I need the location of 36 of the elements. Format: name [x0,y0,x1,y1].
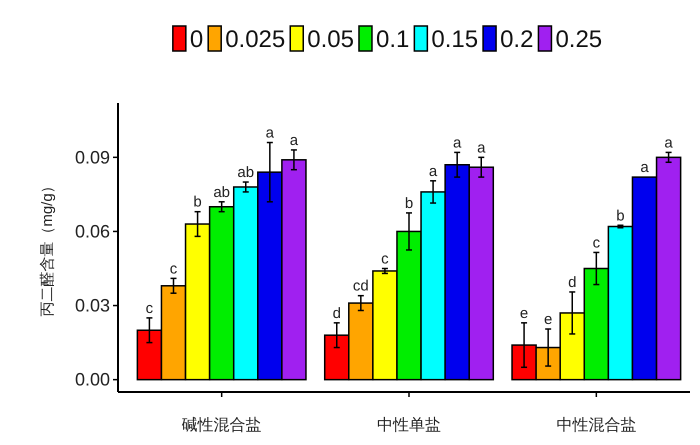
data-label: ab [213,184,230,201]
data-label: a [266,124,275,142]
data-label: a [453,134,462,152]
legend-label: 0.1 [376,26,410,53]
y-tick-label: 0.00 [74,370,110,390]
y-tick-label: 0.09 [74,147,110,168]
data-label: cd [352,278,369,295]
data-label: a [428,162,438,180]
data-label: b [616,207,625,224]
data-label: a [290,132,299,149]
y-axis-title: 丙二醛含量（mg/g） [39,178,56,317]
x-tick-label: 碱性混合盐 [182,416,262,434]
data-label: ab [237,164,254,182]
data-label: c [381,250,390,268]
data-label: c [592,234,601,252]
legend-label: 0.025 [225,26,286,53]
legend-label: 0.15 [431,26,478,53]
data-label: e [544,311,552,328]
y-tick-label: 0.03 [74,296,110,316]
data-label: a [477,139,486,156]
data-label: e [520,304,528,322]
data-label: d [568,274,576,291]
data-label: d [332,304,341,322]
data-label: c [170,260,178,278]
data-label: b [193,194,202,211]
y-tick-label: 0.06 [74,221,110,242]
data-label: c [146,300,154,317]
legend-label: 0.05 [307,26,354,53]
data-label: a [640,159,650,176]
data-label: b [404,194,414,212]
legend-label: 0.25 [555,26,602,53]
legend-label: 0 [190,26,204,53]
x-tick-label: 中性单盐 [377,416,441,434]
data-label: a [664,134,674,152]
x-tick-label: 中性混合盐 [556,416,636,434]
legend-label: 0.2 [500,26,534,53]
